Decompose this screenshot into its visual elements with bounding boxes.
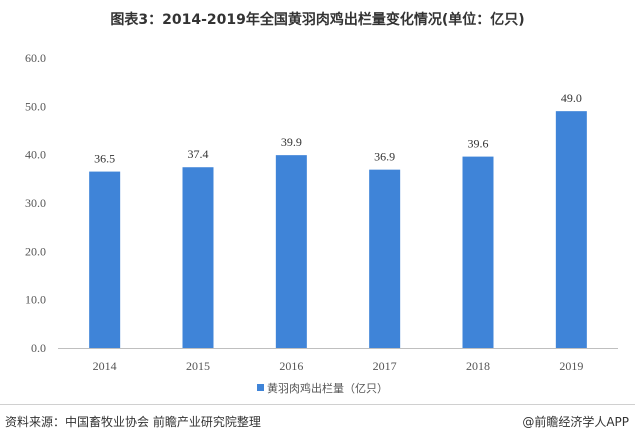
y-axis: 0.0 10.0 20.0 30.0 40.0 50.0 60.0 [25,51,46,355]
x-tick-label: 2014 [93,359,117,373]
x-tick-label: 2015 [186,359,210,373]
data-label: 49.0 [561,91,582,105]
y-tick-label: 20.0 [25,244,46,258]
y-tick-label: 30.0 [25,196,46,210]
footer-divider [0,404,635,405]
bar [89,171,121,348]
x-tick-label: 2018 [466,359,490,373]
x-tick-label: 2017 [373,359,397,373]
data-label: 37.4 [188,147,209,161]
data-label: 39.9 [281,135,302,149]
source-note: 资料来源：中国畜牧业协会 前瞻产业研究院整理 [5,415,261,429]
bar [182,167,214,348]
legend: 黄羽肉鸡出栏量（亿只） [257,381,388,395]
bar [275,155,307,348]
bar [555,111,587,349]
data-label: 39.6 [468,137,489,151]
legend-label: 黄羽肉鸡出栏量（亿只） [267,381,388,395]
data-label: 36.9 [374,150,395,164]
y-tick-label: 10.0 [25,293,46,307]
bar [369,169,401,348]
y-tick-label: 60.0 [25,51,46,65]
legend-swatch [257,384,264,391]
bars-group: 36.5 37.4 39.9 36.9 39.6 49.0 [89,91,587,349]
bar [462,156,494,348]
y-tick-label: 0.0 [31,341,46,355]
y-tick-label: 50.0 [25,99,46,113]
data-label: 36.5 [94,152,115,166]
x-axis: 2014 2015 2016 2017 2018 2019 [58,348,618,373]
x-tick-label: 2016 [279,359,303,373]
x-tick-label: 2019 [559,359,583,373]
y-tick-label: 40.0 [25,148,46,162]
chart-title: 图表3：2014-2019年全国黄羽肉鸡出栏量变化情况(单位：亿只) [110,12,525,28]
brand-credit: @前瞻经济学人APP [522,415,629,429]
